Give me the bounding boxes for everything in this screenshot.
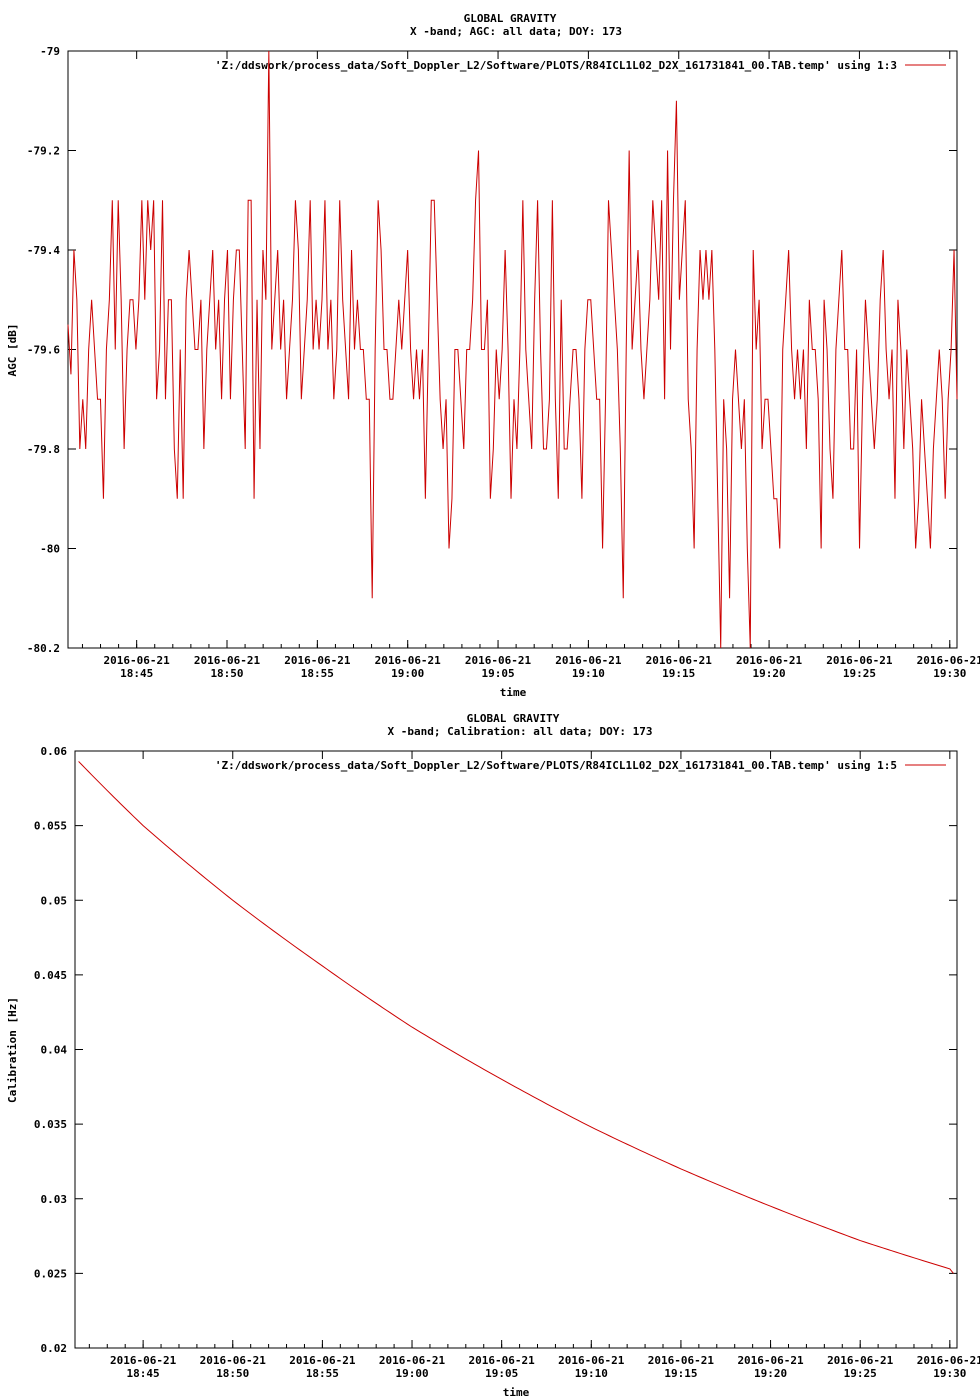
- x-tick-date-label: 2016-06-21: [826, 654, 893, 667]
- chart-subtitle: X -band; Calibration: all data; DOY: 173: [388, 725, 653, 738]
- x-tick-date-label: 2016-06-21: [379, 1354, 446, 1367]
- x-ticks: 2016-06-2118:452016-06-2118:502016-06-21…: [88, 751, 980, 1380]
- x-tick-date-label: 2016-06-21: [110, 1354, 177, 1367]
- y-tick-label: -79.2: [27, 145, 60, 158]
- x-axis-label: time: [503, 1386, 530, 1399]
- x-tick-date-label: 2016-06-21: [736, 654, 803, 667]
- x-tick-time-label: 18:45: [120, 667, 153, 680]
- x-tick-date-label: 2016-06-21: [558, 1354, 625, 1367]
- chart-title: GLOBAL GRAVITY: [467, 712, 560, 725]
- x-tick-date-label: 2016-06-21: [289, 1354, 356, 1367]
- y-axis-label: Calibration [Hz]: [6, 997, 19, 1103]
- x-tick-time-label: 19:30: [933, 667, 966, 680]
- x-tick-time-label: 18:55: [301, 667, 334, 680]
- x-tick-time-label: 19:05: [481, 667, 514, 680]
- x-axis-label: time: [500, 686, 527, 699]
- x-tick-date-label: 2016-06-21: [917, 1354, 980, 1367]
- y-tick-label: -80.2: [27, 642, 60, 655]
- x-tick-time-label: 18:55: [306, 1367, 339, 1380]
- plot-frame: [74, 750, 958, 1349]
- legend: 'Z:/ddswork/process_data/Soft_Doppler_L2…: [215, 59, 946, 72]
- y-ticks: -79 -79.2 -79.4 -79.6 -79.8 -80 -80.2: [27, 45, 957, 655]
- x-tick-date-label: 2016-06-21: [200, 1354, 267, 1367]
- x-tick-time-label: 19:00: [395, 1367, 428, 1380]
- x-tick-time-label: 18:50: [216, 1367, 249, 1380]
- x-tick-date-label: 2016-06-21: [465, 654, 532, 667]
- x-tick-time-label: 19:15: [662, 667, 695, 680]
- x-tick-date-label: 2016-06-21: [646, 654, 713, 667]
- y-tick-label: 0.05: [41, 894, 68, 907]
- x-tick-time-label: 19:30: [933, 1367, 966, 1380]
- x-tick-time-label: 18:50: [210, 667, 243, 680]
- agc-chart: GLOBAL GRAVITY X -band; AGC: all data; D…: [6, 12, 980, 699]
- x-tick-time-label: 19:25: [843, 667, 876, 680]
- y-tick-label: 0.025: [34, 1267, 67, 1280]
- y-tick-label: -79.8: [27, 443, 60, 456]
- y-tick-label: 0.035: [34, 1118, 67, 1131]
- y-tick-label: 0.06: [41, 745, 68, 758]
- agc-series-line: [67, 50, 958, 649]
- x-tick-date-label: 2016-06-21: [737, 1354, 804, 1367]
- y-tick-label: -79.6: [27, 344, 60, 357]
- y-tick-label: -80: [40, 543, 60, 556]
- y-tick-label: -79: [40, 45, 60, 58]
- y-tick-label: 0.04: [41, 1044, 68, 1057]
- x-tick-date-label: 2016-06-21: [555, 654, 622, 667]
- y-tick-label: 0.02: [41, 1342, 68, 1355]
- calibration-series-line: [78, 761, 954, 1274]
- y-ticks: 0.06 0.055 0.05 0.045 0.04 0.035 0.03 0.025 0.02: [34, 745, 957, 1355]
- y-tick-label: 0.055: [34, 820, 67, 833]
- x-tick-date-label: 2016-06-21: [917, 654, 980, 667]
- chart-title: GLOBAL GRAVITY: [464, 12, 557, 25]
- x-tick-date-label: 2016-06-21: [827, 1354, 894, 1367]
- chart-subtitle: X -band; AGC: all data; DOY: 173: [410, 25, 622, 38]
- x-tick-date-label: 2016-06-21: [648, 1354, 715, 1367]
- x-tick-time-label: 19:05: [485, 1367, 518, 1380]
- x-tick-time-label: 18:45: [127, 1367, 160, 1380]
- legend: 'Z:/ddswork/process_data/Soft_Doppler_L2…: [215, 759, 946, 772]
- x-tick-time-label: 19:10: [572, 667, 605, 680]
- x-tick-date-label: 2016-06-21: [469, 1354, 536, 1367]
- x-tick-time-label: 19:20: [754, 1367, 787, 1380]
- x-tick-date-label: 2016-06-21: [104, 654, 171, 667]
- x-tick-time-label: 19:25: [844, 1367, 877, 1380]
- calibration-chart: GLOBAL GRAVITY X -band; Calibration: all…: [6, 712, 980, 1399]
- y-axis-label: AGC [dB]: [6, 324, 19, 377]
- x-tick-date-label: 2016-06-21: [194, 654, 261, 667]
- x-tick-time-label: 19:20: [753, 667, 786, 680]
- y-tick-label: 0.03: [41, 1193, 68, 1206]
- x-tick-date-label: 2016-06-21: [375, 654, 442, 667]
- x-tick-date-label: 2016-06-21: [284, 654, 351, 667]
- x-ticks: 2016-06-2118:452016-06-2118:502016-06-21…: [81, 51, 980, 680]
- x-tick-time-label: 19:15: [664, 1367, 697, 1380]
- x-tick-time-label: 19:10: [575, 1367, 608, 1380]
- y-tick-label: -79.4: [27, 244, 60, 257]
- y-tick-label: 0.045: [34, 969, 67, 982]
- legend-label: 'Z:/ddswork/process_data/Soft_Doppler_L2…: [215, 59, 897, 72]
- legend-label: 'Z:/ddswork/process_data/Soft_Doppler_L2…: [215, 759, 897, 772]
- x-tick-time-label: 19:00: [391, 667, 424, 680]
